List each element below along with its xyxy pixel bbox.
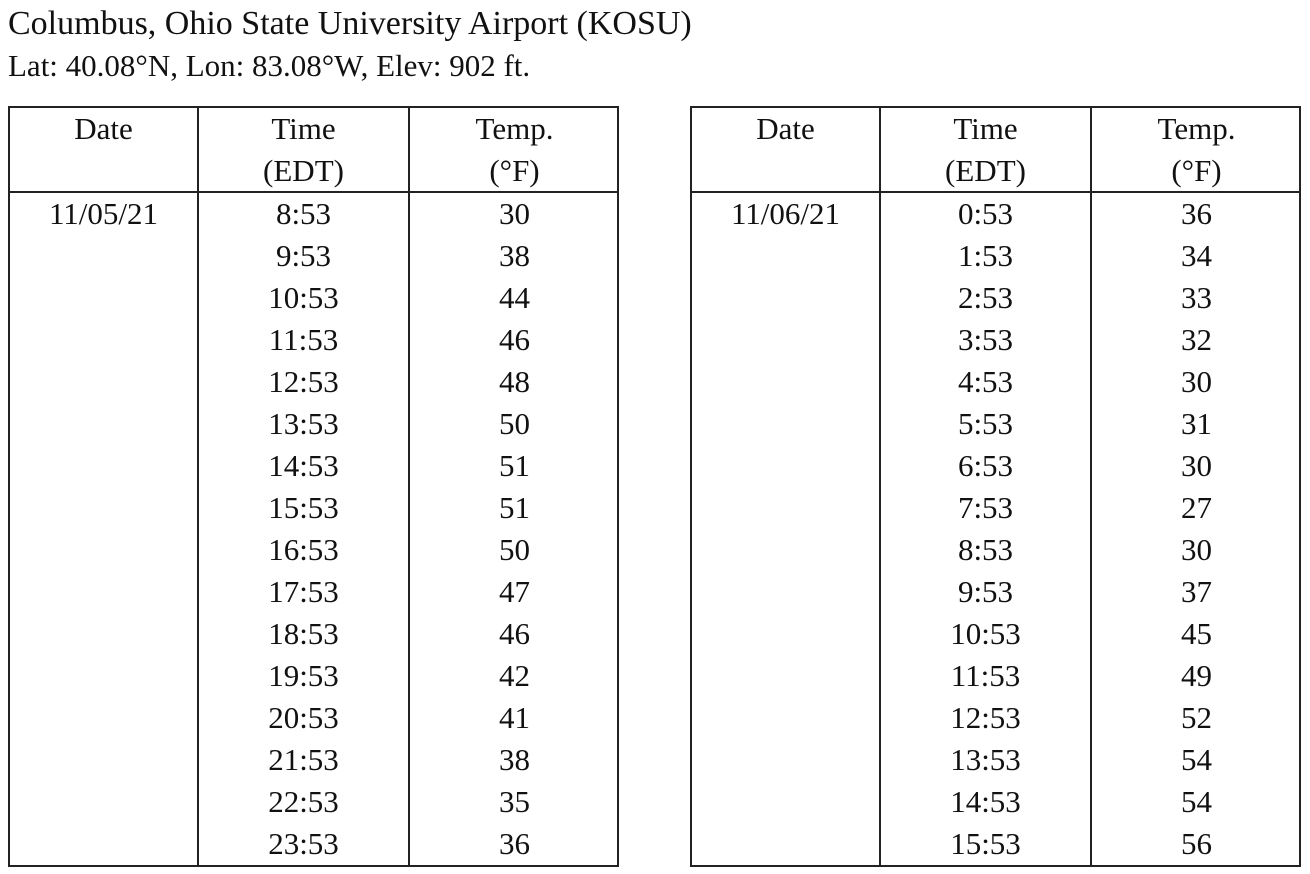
- header-temp: Temp.: [1157, 111, 1236, 146]
- header-time: Time: [953, 111, 1018, 146]
- time-cell: 9:53: [275, 238, 332, 273]
- page-title: Columbus, Ohio State University Airport …: [8, 5, 692, 42]
- time-cell: 1:53: [957, 238, 1014, 273]
- time-cell: 19:53: [268, 658, 339, 693]
- header-temp: Temp.: [475, 111, 554, 146]
- header-time-unit: (EDT): [263, 153, 344, 188]
- temp-cell: 31: [1181, 406, 1212, 441]
- time-cell: 12:53: [268, 364, 339, 399]
- time-cell: 20:53: [268, 700, 339, 735]
- time-cell: 10:53: [950, 616, 1021, 651]
- time-cell: 22:53: [268, 784, 339, 819]
- header-divider: [692, 191, 1299, 193]
- temp-cell: 51: [499, 448, 530, 483]
- time-cell: 16:53: [268, 532, 339, 567]
- header-divider: [10, 191, 617, 193]
- column-divider: [408, 108, 410, 865]
- temp-cell: 52: [1181, 700, 1212, 735]
- time-cell: 23:53: [268, 826, 339, 861]
- station-location: Lat: 40.08°N, Lon: 83.08°W, Elev: 902 ft…: [8, 48, 531, 83]
- temp-cell: 46: [499, 322, 530, 357]
- time-cell: 11:53: [950, 658, 1021, 693]
- header-date: Date: [756, 111, 815, 146]
- temp-cell: 37: [1181, 574, 1212, 609]
- time-cell: 9:53: [957, 574, 1014, 609]
- time-cell: 8:53: [275, 196, 332, 231]
- temp-cell: 50: [499, 406, 530, 441]
- time-cell: 11:53: [268, 322, 339, 357]
- time-cell: 8:53: [957, 532, 1014, 567]
- header-time-unit: (EDT): [945, 153, 1026, 188]
- temp-cell: 35: [499, 784, 530, 819]
- temp-cell: 54: [1181, 742, 1212, 777]
- temp-cell: 33: [1181, 280, 1212, 315]
- time-cell: 14:53: [950, 784, 1021, 819]
- column-divider: [197, 108, 199, 865]
- temp-cell: 50: [499, 532, 530, 567]
- time-cell: 10:53: [268, 280, 339, 315]
- header-date: Date: [74, 111, 133, 146]
- time-cell: 5:53: [957, 406, 1014, 441]
- temp-cell: 36: [499, 826, 530, 861]
- time-cell: 13:53: [268, 406, 339, 441]
- temp-cell: 48: [499, 364, 530, 399]
- time-cell: 7:53: [957, 490, 1014, 525]
- temp-cell: 32: [1181, 322, 1212, 357]
- temp-cell: 30: [499, 196, 530, 231]
- time-cell: 3:53: [957, 322, 1014, 357]
- temp-cell: 30: [1181, 364, 1212, 399]
- time-cell: 18:53: [268, 616, 339, 651]
- time-cell: 21:53: [268, 742, 339, 777]
- temp-cell: 54: [1181, 784, 1212, 819]
- header-time: Time: [271, 111, 336, 146]
- time-cell: 15:53: [950, 826, 1021, 861]
- temperature-table-day-2: Date Time (EDT) Temp. (°F) 11/06/21 0:53 3…: [690, 106, 1301, 867]
- header-temp-unit: (°F): [489, 153, 540, 188]
- temp-cell: 36: [1181, 196, 1212, 231]
- temp-cell: 27: [1181, 490, 1212, 525]
- temp-cell: 41: [499, 700, 530, 735]
- time-cell: 17:53: [268, 574, 339, 609]
- temp-cell: 38: [499, 238, 530, 273]
- temp-cell: 45: [1181, 616, 1212, 651]
- temp-cell: 47: [499, 574, 530, 609]
- column-divider: [1090, 108, 1092, 865]
- temp-cell: 42: [499, 658, 530, 693]
- time-cell: 2:53: [957, 280, 1014, 315]
- temp-cell: 30: [1181, 532, 1212, 567]
- temp-cell: 44: [499, 280, 530, 315]
- time-cell: 4:53: [957, 364, 1014, 399]
- temp-cell: 56: [1181, 826, 1212, 861]
- temp-cell: 38: [499, 742, 530, 777]
- temp-cell: 49: [1181, 658, 1212, 693]
- temp-cell: 34: [1181, 238, 1212, 273]
- time-cell: 12:53: [950, 700, 1021, 735]
- time-cell: 14:53: [268, 448, 339, 483]
- time-cell: 15:53: [268, 490, 339, 525]
- time-cell: 6:53: [957, 448, 1014, 483]
- temp-cell: 51: [499, 490, 530, 525]
- date-cell: 11/05/21: [48, 196, 159, 231]
- time-cell: 0:53: [957, 196, 1014, 231]
- column-divider: [879, 108, 881, 865]
- temp-cell: 46: [499, 616, 530, 651]
- temp-cell: 30: [1181, 448, 1212, 483]
- temperature-table-day-1: Date Time (EDT) Temp. (°F) 11/05/21 8:53 3…: [8, 106, 619, 867]
- time-cell: 13:53: [950, 742, 1021, 777]
- date-cell: 11/06/21: [730, 196, 841, 231]
- header-temp-unit: (°F): [1171, 153, 1222, 188]
